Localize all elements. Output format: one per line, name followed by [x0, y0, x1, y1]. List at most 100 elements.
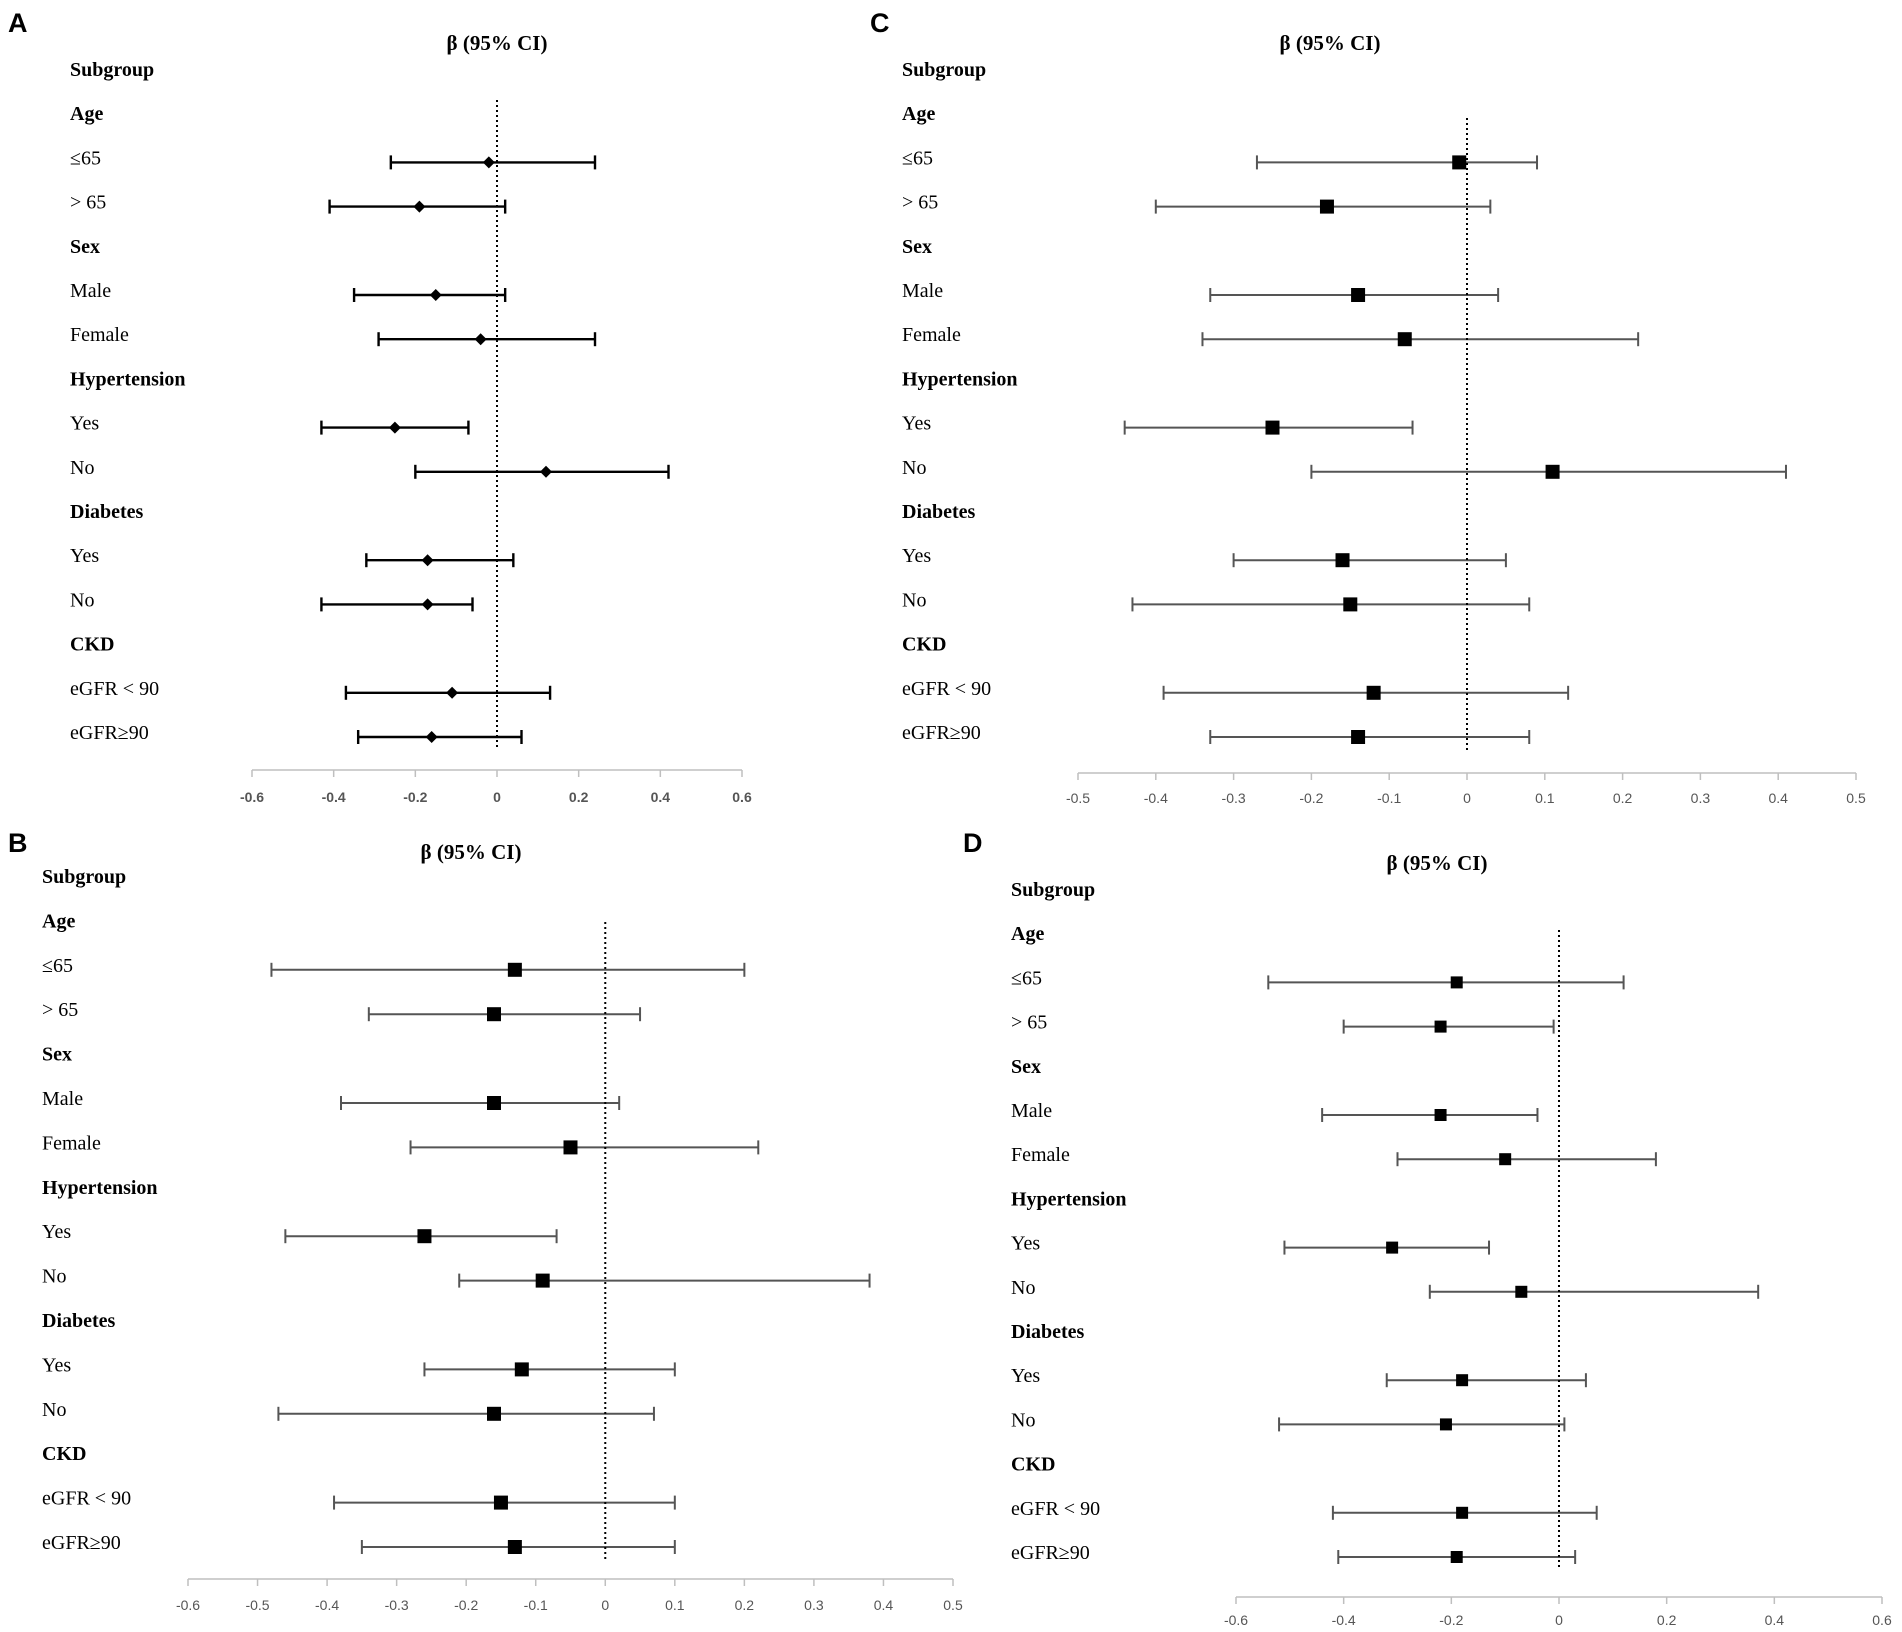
point-estimate-marker [1450, 1551, 1463, 1563]
group-header: CKD [70, 634, 114, 656]
subgroup-label: Yes [70, 413, 99, 435]
point-estimate-marker [1351, 730, 1366, 744]
point-estimate-marker [429, 289, 442, 301]
subgroup-label: Yes [1011, 1233, 1040, 1255]
subgroup-label: > 65 [1011, 1012, 1047, 1034]
subgroup-label: Yes [70, 545, 99, 567]
group-header: Sex [70, 236, 100, 258]
subgroup-label: eGFR≥90 [42, 1532, 121, 1554]
point-estimate-marker [1434, 1109, 1447, 1121]
x-tick-label: 0.4 [874, 1597, 894, 1613]
point-estimate-marker [1456, 1374, 1469, 1387]
x-tick-label: -0.4 [1144, 790, 1168, 806]
group-header: Sex [1011, 1056, 1041, 1078]
subgroup-label: eGFR < 90 [70, 678, 159, 700]
x-tick-label: -0.5 [245, 1597, 269, 1613]
x-tick-label: 0 [1463, 790, 1471, 806]
x-tick-label: 0.2 [1657, 1612, 1677, 1628]
x-tick-label: 0.6 [1872, 1612, 1892, 1628]
point-estimate-marker [1439, 1418, 1452, 1431]
point-estimate-marker [1499, 1153, 1512, 1166]
point-estimate-marker [1386, 1241, 1399, 1254]
x-tick-label: 0.3 [1691, 790, 1711, 806]
x-tick-label: -0.4 [1332, 1612, 1356, 1628]
point-estimate-marker [507, 1540, 522, 1554]
group-header: Subgroup [42, 866, 126, 888]
subgroup-label: Yes [902, 545, 931, 567]
subgroup-label: ≤65 [1011, 967, 1042, 989]
subgroup-label: Female [70, 324, 129, 346]
subgroup-label: eGFR < 90 [42, 1488, 131, 1510]
point-estimate-marker [514, 1362, 529, 1377]
x-tick-label: 0.6 [732, 789, 752, 805]
x-tick-label: 0 [601, 1597, 609, 1613]
subgroup-label: No [1011, 1409, 1035, 1431]
group-header: Subgroup [1011, 879, 1095, 901]
point-estimate-marker [388, 421, 401, 434]
point-estimate-marker [1450, 976, 1463, 989]
x-tick-label: -0.4 [315, 1597, 339, 1613]
subgroup-label: Yes [42, 1221, 71, 1243]
panel-title: β (95% CI) [1280, 31, 1381, 55]
group-header: Diabetes [1011, 1321, 1085, 1343]
group-header: Age [1011, 923, 1044, 945]
x-tick-label: -0.4 [322, 789, 346, 805]
x-tick-label: -0.2 [1299, 790, 1323, 806]
point-estimate-marker [417, 1229, 432, 1244]
subgroup-label: > 65 [902, 192, 938, 214]
subgroup-label: ≤65 [902, 147, 933, 169]
point-estimate-marker [1452, 155, 1467, 170]
x-tick-label: -0.6 [240, 789, 264, 805]
point-estimate-marker [563, 1140, 578, 1155]
point-estimate-marker [1515, 1285, 1528, 1298]
subgroup-label: eGFR≥90 [1011, 1542, 1090, 1564]
group-header: CKD [902, 634, 946, 656]
group-header: Age [42, 910, 75, 932]
x-tick-label: -0.6 [176, 1597, 200, 1613]
point-estimate-marker [540, 465, 552, 478]
x-tick-label: 0.4 [1765, 1612, 1785, 1628]
subgroup-label: Female [42, 1132, 101, 1154]
x-tick-label: 0.5 [943, 1597, 963, 1613]
subgroup-label: No [70, 457, 94, 479]
point-estimate-marker [1434, 1020, 1447, 1033]
panel-letter: C [870, 8, 890, 38]
point-estimate-marker [487, 1096, 501, 1110]
x-tick-label: 0.4 [1768, 790, 1788, 806]
x-tick-label: 0.2 [735, 1597, 755, 1613]
panel-letter: D [963, 828, 983, 858]
x-tick-label: 0.2 [569, 789, 589, 805]
group-header: Diabetes [902, 501, 976, 523]
point-estimate-marker [1351, 288, 1366, 302]
subgroup-label: Male [70, 280, 111, 302]
subgroup-label: eGFR≥90 [902, 722, 981, 744]
group-header: Hypertension [70, 368, 186, 390]
subgroup-label: No [42, 1266, 66, 1288]
subgroup-label: No [902, 457, 926, 479]
group-header: Hypertension [902, 368, 1018, 390]
point-estimate-marker [421, 554, 434, 567]
point-estimate-marker [1343, 597, 1358, 612]
panel-c: Cβ (95% CI) -0.5 -0.4 -0.3 -0.2 -0.1 0 0.1 0.2 0.… [870, 8, 1866, 806]
point-estimate-marker [1397, 332, 1412, 347]
group-header: CKD [1011, 1454, 1055, 1476]
x-tick-label: -0.6 [1224, 1612, 1248, 1628]
subgroup-label: No [42, 1399, 66, 1421]
group-header: Diabetes [42, 1310, 116, 1332]
x-tick-label: -0.1 [1377, 790, 1401, 806]
subgroup-label: Yes [42, 1354, 71, 1376]
subgroup-label: > 65 [70, 192, 106, 214]
point-estimate-marker [482, 156, 495, 169]
group-header: Diabetes [70, 501, 144, 523]
point-estimate-marker [493, 1495, 508, 1510]
group-header: Hypertension [42, 1177, 158, 1199]
subgroup-label: Female [902, 324, 961, 346]
x-tick-label: 0.2 [1613, 790, 1633, 806]
x-tick-label: -0.2 [403, 789, 427, 805]
point-estimate-marker [507, 962, 522, 977]
group-header: Hypertension [1011, 1188, 1127, 1210]
x-tick-label: -0.2 [454, 1597, 478, 1613]
x-tick-label: -0.1 [524, 1597, 548, 1613]
group-header: Age [70, 103, 103, 125]
